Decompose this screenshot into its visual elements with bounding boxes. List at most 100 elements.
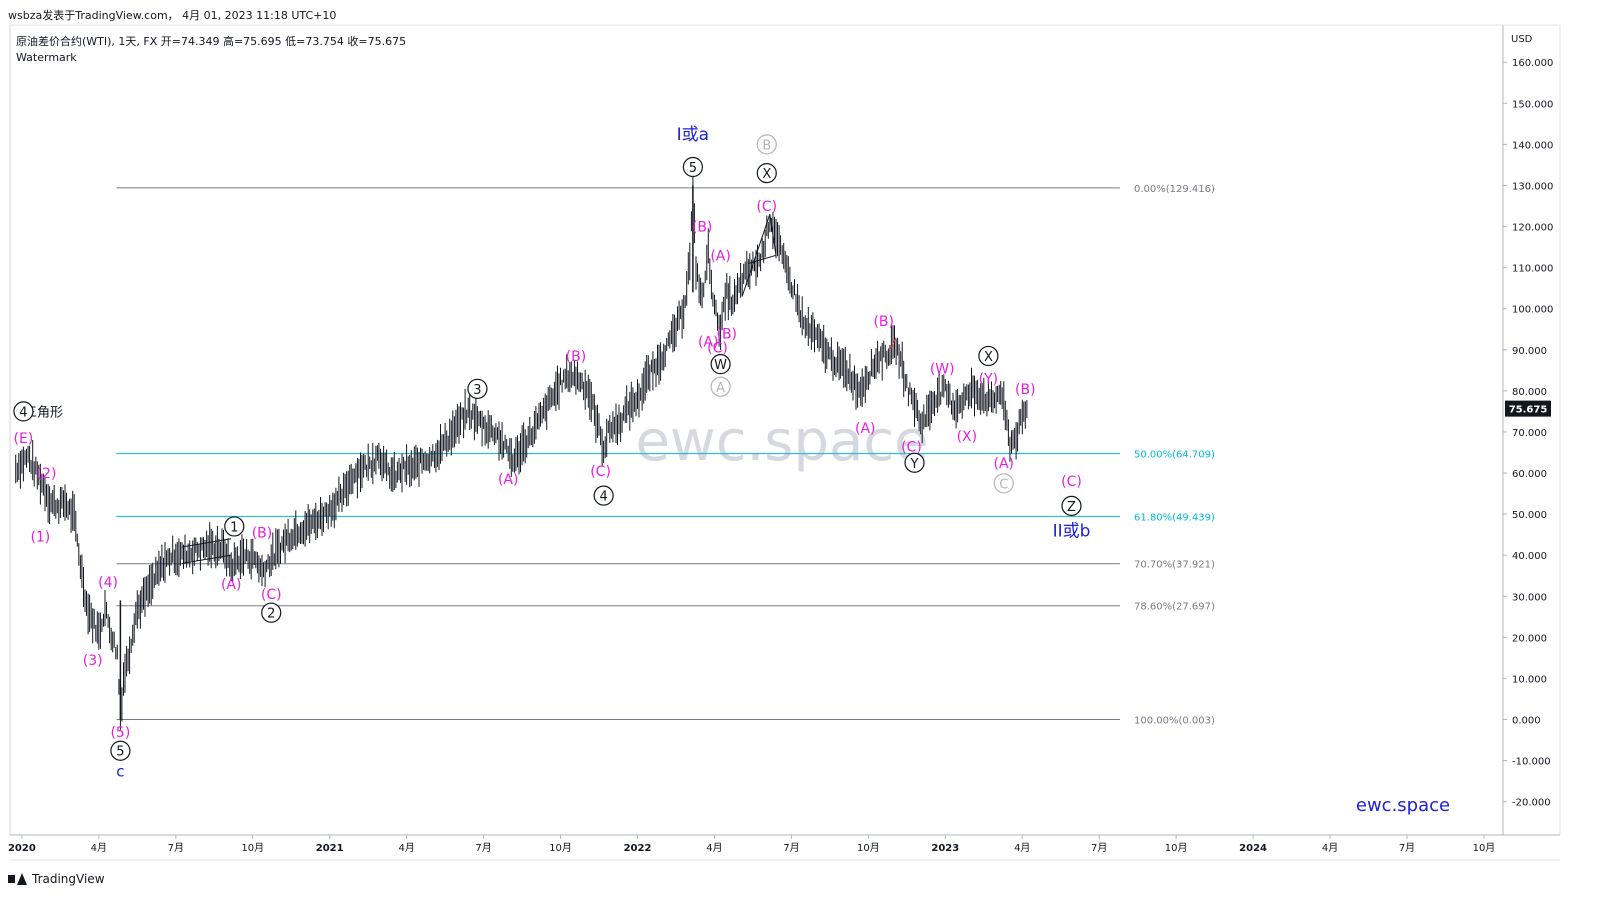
price-tick-label: 30.000 (1512, 592, 1547, 603)
time-tick-label: 4月 (706, 842, 722, 854)
wave-label[interactable]: (A) (855, 421, 876, 437)
wave-circle-marker[interactable] (13, 401, 34, 422)
wave-circle-label: 2 (267, 607, 275, 622)
wave-circle-marker[interactable] (593, 485, 614, 506)
triangle-lower-line[interactable] (181, 554, 232, 564)
wave-label[interactable]: (A) (710, 248, 731, 264)
time-tick-label: 7月 (1091, 842, 1107, 854)
time-tick-label: 2023 (931, 843, 959, 854)
wave-label[interactable]: (C) (261, 587, 282, 603)
triangle-upper-line[interactable] (181, 538, 232, 548)
wave-degree-label[interactable]: I或a (677, 125, 709, 145)
time-tick-label: 4月 (91, 842, 107, 854)
wave-circle-marker[interactable] (710, 354, 731, 375)
wave-label[interactable]: (C) (590, 464, 611, 480)
time-tick-label: 10月 (1165, 842, 1188, 854)
wave-label[interactable]: (B) (252, 526, 273, 542)
footer-brand: TradingView (32, 872, 105, 886)
wave-label[interactable]: (A) (994, 456, 1015, 472)
price-tick-label: 60.000 (1512, 469, 1547, 480)
wave-label[interactable]: (A) (698, 335, 719, 351)
time-tick-label: 4月 (1322, 842, 1338, 854)
price-bars[interactable] (15, 168, 1028, 730)
wave-circle-label: Z (1067, 500, 1076, 515)
wave-label[interactable]: (4) (98, 575, 118, 591)
wave-circle-marker[interactable] (682, 156, 704, 178)
wave-circle-label: B (762, 138, 771, 153)
publisher-line: wsbza发表于TradingView.com， 4月 01, 2023 11:… (8, 9, 337, 22)
wave-label[interactable]: (B) (716, 326, 737, 342)
diagonal-wedge-line[interactable] (741, 214, 777, 297)
wave-label[interactable]: (B) (692, 220, 713, 236)
tradingview-logo-icon (8, 873, 27, 885)
price-tick-label: 50.000 (1512, 510, 1547, 521)
wave-label[interactable]: (A) (498, 472, 519, 488)
fib-level-label: 50.00%(64.709) (1134, 450, 1215, 461)
wave-label[interactable]: (C) (707, 341, 728, 357)
tradingview-footer[interactable]: TradingView (8, 872, 105, 886)
wave-label[interactable]: (B) (873, 314, 894, 330)
wave-label[interactable]: (5) (110, 725, 130, 741)
wave-circle-label: 1 (230, 520, 238, 535)
time-tick-label: 10月 (1473, 842, 1496, 854)
wave-degree-label[interactable]: II或b (1053, 522, 1091, 542)
red-trend-line[interactable] (889, 337, 897, 351)
wave-circle-label: 5 (116, 745, 124, 760)
wave-label[interactable]: (C) (756, 199, 777, 215)
corner-brand-text: ewc.space (1356, 795, 1450, 816)
price-tick-label: 40.000 (1512, 551, 1547, 562)
wave-circle-marker[interactable] (710, 376, 731, 397)
wave-circle-marker[interactable] (756, 134, 777, 155)
wave-label[interactable]: (A) (221, 577, 242, 593)
wave-label[interactable]: (B) (566, 349, 587, 365)
symbol-line[interactable]: 原油差价合约(WTI), 1天, FX 开=74.349 高=75.695 低=… (16, 35, 407, 48)
wave-circle-marker[interactable] (224, 516, 245, 537)
wave-label[interactable]: (C) (901, 439, 922, 455)
time-tick-label: 2021 (316, 843, 344, 854)
wave-label[interactable]: (X) (957, 429, 978, 445)
wave-label[interactable]: (E) (14, 431, 34, 447)
wave-circle-marker[interactable] (467, 378, 488, 399)
pattern-label[interactable]: 三角形 (24, 405, 63, 420)
wave-label[interactable]: (B) (1015, 382, 1036, 398)
last-price-label: 75.675 (1509, 405, 1548, 416)
wave-circle-label: A (716, 381, 725, 396)
price-tick-label: 110.000 (1512, 264, 1553, 275)
time-tick-label: 7月 (783, 842, 799, 854)
time-tick-label: 7月 (475, 842, 491, 854)
wave-label[interactable]: (2) (37, 466, 57, 482)
fib-level-label: 78.60%(27.697) (1134, 602, 1215, 613)
wave-label[interactable]: (3) (83, 653, 103, 669)
wave-circle-marker[interactable] (261, 602, 282, 623)
price-tick-label: 90.000 (1512, 346, 1547, 357)
wave-circle-label: 5 (689, 161, 697, 176)
wave-label[interactable]: (C) (1061, 474, 1082, 490)
time-tick-label: 4月 (1014, 842, 1030, 854)
wave-label[interactable]: (Y) (979, 372, 998, 388)
wave-circle-marker[interactable] (993, 473, 1014, 494)
time-tick-label: 7月 (168, 842, 184, 854)
wave-circle-marker[interactable] (1061, 495, 1082, 516)
wave-circle-label: X (762, 167, 771, 182)
fib-level-label: 61.80%(49.439) (1134, 512, 1215, 523)
time-tick-label: 2024 (1239, 843, 1267, 854)
wave-circle-marker[interactable] (978, 345, 999, 367)
price-tick-label: 150.000 (1512, 99, 1553, 110)
price-tick-label: -20.000 (1512, 798, 1551, 809)
price-tick-label: 0.000 (1512, 716, 1541, 727)
wave-circle-marker[interactable] (110, 740, 131, 761)
wave-label[interactable]: (W) (930, 361, 955, 377)
price-tick-label: 130.000 (1512, 181, 1553, 192)
wave-label[interactable]: (1) (30, 530, 50, 546)
wave-degree-label[interactable]: c (116, 762, 124, 780)
time-tick-label: 10月 (549, 842, 572, 854)
wave-circle-label: C (999, 477, 1008, 492)
time-tick-label: 10月 (857, 842, 880, 854)
last-price-badge (1505, 400, 1551, 417)
time-tick-label: 2020 (8, 843, 36, 854)
wave-circle-marker[interactable] (756, 163, 777, 184)
wave-circle-label: 4 (600, 490, 608, 505)
price-tick-label: 20.000 (1512, 633, 1547, 644)
wave-circle-marker[interactable] (904, 452, 925, 473)
